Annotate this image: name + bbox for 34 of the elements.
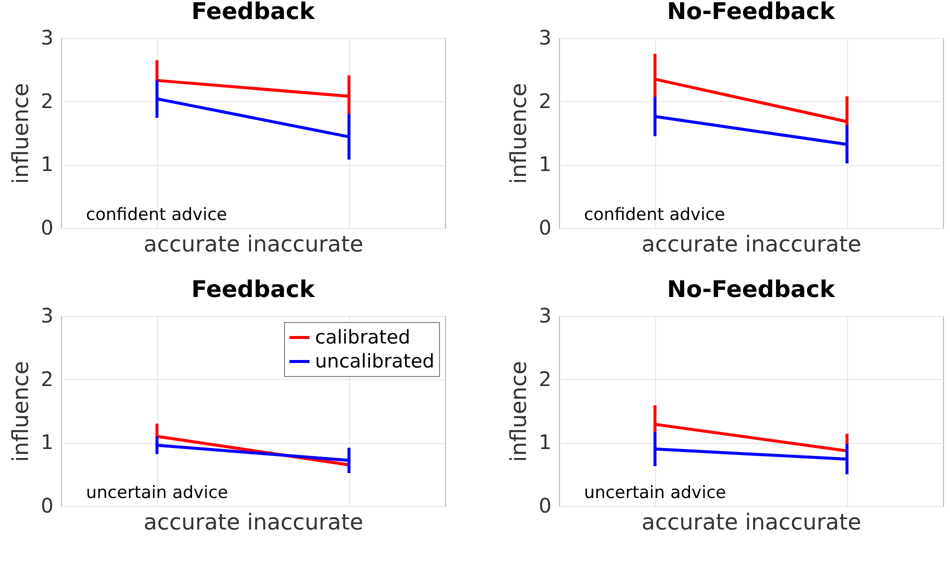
legend-label: calibrated	[315, 326, 410, 348]
y-tick-label: 0	[40, 494, 54, 518]
y-axis-title: influence	[506, 83, 532, 184]
chart-title: Feedback	[191, 0, 316, 25]
chart-title: No-Feedback	[667, 277, 836, 303]
chart-title: No-Feedback	[667, 0, 836, 25]
y-tick-label: 1	[538, 152, 552, 176]
y-tick-label: 2	[538, 366, 552, 391]
y-tick-label: 2	[40, 88, 54, 113]
y-tick-label: 3	[40, 304, 54, 328]
y-tick-label: 1	[40, 152, 54, 176]
y-axis-title: influence	[506, 361, 532, 462]
annotation: confident advice	[584, 205, 726, 225]
x-axis-title: accurate inaccurate	[642, 232, 862, 258]
chart-title: Feedback	[191, 277, 316, 303]
y-axis-title: influence	[8, 83, 34, 184]
annotation: uncertain advice	[86, 483, 228, 503]
y-tick-label: 2	[538, 88, 552, 113]
x-axis-title: accurate inaccurate	[144, 510, 364, 536]
y-tick-label: 1	[538, 430, 552, 454]
y-axis-title: influence	[8, 361, 34, 462]
y-tick-label: 3	[538, 304, 552, 328]
y-tick-label: 0	[538, 494, 552, 518]
y-tick-label: 3	[40, 26, 54, 50]
annotation: confident advice	[86, 205, 228, 225]
x-axis-title: accurate inaccurate	[642, 510, 862, 536]
y-tick-label: 0	[40, 216, 54, 240]
y-tick-label: 1	[40, 430, 54, 454]
annotation: uncertain advice	[584, 483, 726, 503]
y-tick-label: 2	[40, 366, 54, 391]
legend-label: uncalibrated	[315, 350, 434, 372]
y-tick-label: 0	[538, 216, 552, 240]
x-axis-title: accurate inaccurate	[144, 232, 364, 258]
y-tick-label: 3	[538, 26, 552, 50]
